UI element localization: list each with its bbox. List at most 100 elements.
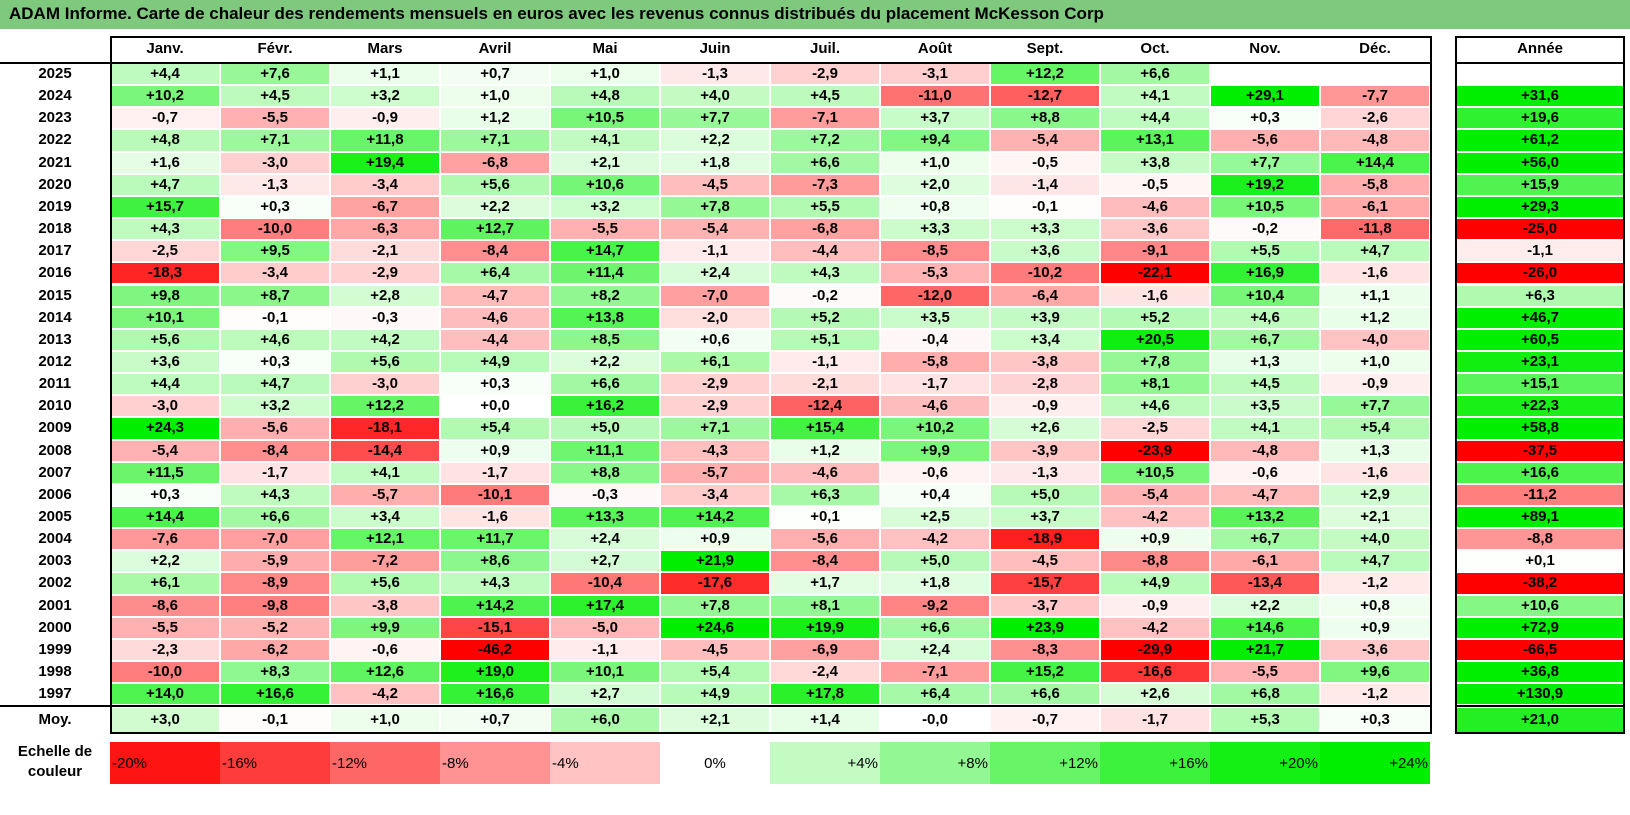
heatmap-cell: -2,9 (771, 64, 879, 85)
heatmap-cell: +12,1 (331, 529, 439, 550)
heatmap-cell: -4,6 (771, 462, 879, 483)
color-scale-swatch: +24% (1320, 742, 1430, 784)
heatmap-cell: +12,2 (331, 396, 439, 417)
annual-cell: +15,1 (1457, 374, 1623, 395)
annual-cell: +89,1 (1457, 507, 1623, 528)
heatmap-cell: +11,4 (551, 263, 659, 284)
color-scale-swatch: +16% (1100, 742, 1210, 784)
heatmap-cell: +3,2 (221, 396, 329, 417)
annual-cell: +36,8 (1457, 662, 1623, 683)
heatmap-cell: +4,3 (771, 263, 879, 284)
annual-cell: -1,1 (1457, 241, 1623, 262)
heatmap-cell: -3,4 (331, 174, 439, 195)
heatmap: Janv. Févr. Mars Avril Mai Juin Juil. Août Sept.… (0, 36, 1630, 815)
heatmap-cell: +15,4 (771, 418, 879, 439)
heatmap-cell: -5,9 (221, 551, 329, 572)
annual-cell: +56,0 (1457, 152, 1623, 173)
heatmap-cell: +2,4 (551, 529, 659, 550)
annual-cell: +46,7 (1457, 307, 1623, 328)
heatmap-cell: +0,3 (1211, 108, 1319, 129)
heatmap-cell: -4,2 (1101, 507, 1209, 528)
heatmap-cell: +0,3 (221, 196, 329, 218)
heatmap-cell: -5,4 (991, 130, 1099, 151)
heatmap-cell: +5,5 (1211, 241, 1319, 262)
heatmap-cell: +21,7 (1211, 639, 1319, 661)
heatmap-cell: -7,3 (771, 174, 879, 195)
heatmap-cell: -10,2 (991, 263, 1099, 284)
heatmap-cell: +13,1 (1101, 130, 1209, 151)
row-year-label: 1997 (38, 685, 72, 703)
heatmap-cell: +0,6 (661, 329, 769, 350)
heatmap-cell: +3,4 (331, 507, 439, 528)
heatmap-cell: +2,5 (881, 507, 989, 528)
heatmap-cell: -0,5 (991, 152, 1099, 173)
heatmap-cell: -5,6 (221, 418, 329, 439)
heatmap-cell: +4,3 (221, 484, 329, 505)
heatmap-cell: +1,0 (441, 86, 549, 107)
color-scale-swatch: +20% (1210, 742, 1320, 784)
heatmap-cell: -3,9 (991, 440, 1099, 461)
heatmap-cell: +0,9 (441, 440, 549, 461)
heatmap-cell: -29,9 (1101, 639, 1209, 661)
heatmap-cell: +24,3 (111, 418, 219, 439)
heatmap-cell: +6,1 (111, 573, 219, 594)
heatmap-cell: +3,5 (881, 307, 989, 328)
heatmap-cell: -14,4 (331, 440, 439, 461)
heatmap-cell: -5,4 (661, 219, 769, 240)
heatmap-cell: -1,7 (441, 462, 549, 483)
heatmap-cell: +4,1 (1211, 418, 1319, 439)
heatmap-cell: +4,7 (221, 374, 329, 395)
heatmap-cell: -1,6 (1321, 263, 1429, 284)
heatmap-cell: +1,1 (331, 64, 439, 85)
heatmap-cell: -8,6 (111, 595, 219, 616)
heatmap-cell: +5,6 (331, 351, 439, 373)
heatmap-cell: -1,1 (551, 639, 659, 661)
annual-cell: +15,9 (1457, 174, 1623, 195)
heatmap-cell: +4,4 (1101, 108, 1209, 129)
heatmap-cell: +1,3 (1321, 440, 1429, 461)
heatmap-cell: +12,6 (331, 662, 439, 683)
heatmap-cell: +14,7 (551, 241, 659, 262)
heatmap-cell: -10,0 (221, 219, 329, 240)
average-separator (0, 705, 1432, 707)
heatmap-cell: +14,4 (111, 507, 219, 528)
heatmap-cell: +10,1 (111, 307, 219, 328)
heatmap-cell: -2,1 (771, 374, 879, 395)
heatmap-cell: +2,2 (1211, 595, 1319, 616)
heatmap-cell: +3,8 (1101, 152, 1209, 173)
heatmap-cell: +6,8 (1211, 684, 1319, 705)
heatmap-cell: +3,4 (991, 329, 1099, 350)
heatmap-cell: -3,4 (661, 484, 769, 505)
heatmap-cell: +4,9 (1101, 573, 1209, 594)
heatmap-cell: -6,4 (991, 285, 1099, 306)
heatmap-cell: -3,8 (331, 595, 439, 616)
heatmap-cell: +6,6 (771, 152, 879, 173)
heatmap-cell: +15,2 (991, 662, 1099, 683)
heatmap-cell: +0,4 (881, 484, 989, 505)
heatmap-cell: +4,6 (1101, 396, 1209, 417)
heatmap-cell: +4,3 (111, 219, 219, 240)
column-header: Avril (478, 40, 512, 57)
heatmap-cell: +15,7 (111, 196, 219, 218)
heatmap-cell: -5,8 (1321, 174, 1429, 195)
heatmap-cell: +2,2 (441, 196, 549, 218)
color-scale-swatch: -12% (330, 742, 440, 784)
average-cell: +1,0 (331, 708, 439, 732)
heatmap-cell: +6,3 (771, 484, 879, 505)
heatmap-cell: +10,1 (551, 662, 659, 683)
heatmap-cell: +8,8 (551, 462, 659, 483)
heatmap-cell: -4,2 (881, 529, 989, 550)
heatmap-cell: -1,1 (771, 351, 879, 373)
heatmap-cell: +2,2 (111, 551, 219, 572)
heatmap-cell: +8,6 (441, 551, 549, 572)
heatmap-cell: -1,6 (441, 507, 549, 528)
heatmap-cell: -13,4 (1211, 573, 1319, 594)
heatmap-cell: +4,5 (1211, 374, 1319, 395)
heatmap-cell: -11,8 (1321, 219, 1429, 240)
annual-cell: +29,3 (1457, 196, 1623, 218)
heatmap-cell: +11,8 (331, 130, 439, 151)
row-year-label: 2020 (38, 175, 72, 193)
heatmap-cell: +9,9 (881, 440, 989, 461)
heatmap-cell: -3,6 (1101, 219, 1209, 240)
heatmap-cell: +5,2 (771, 307, 879, 328)
